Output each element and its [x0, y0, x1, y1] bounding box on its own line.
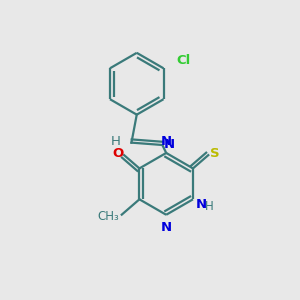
Text: CH₃: CH₃	[97, 211, 119, 224]
Text: N: N	[163, 138, 174, 151]
Text: Cl: Cl	[176, 54, 190, 68]
Text: N: N	[195, 198, 206, 211]
Text: N: N	[160, 135, 172, 148]
Text: H: H	[110, 135, 120, 148]
Text: S: S	[210, 147, 220, 160]
Text: O: O	[112, 147, 123, 160]
Text: N: N	[160, 221, 172, 234]
Text: H: H	[205, 200, 214, 213]
